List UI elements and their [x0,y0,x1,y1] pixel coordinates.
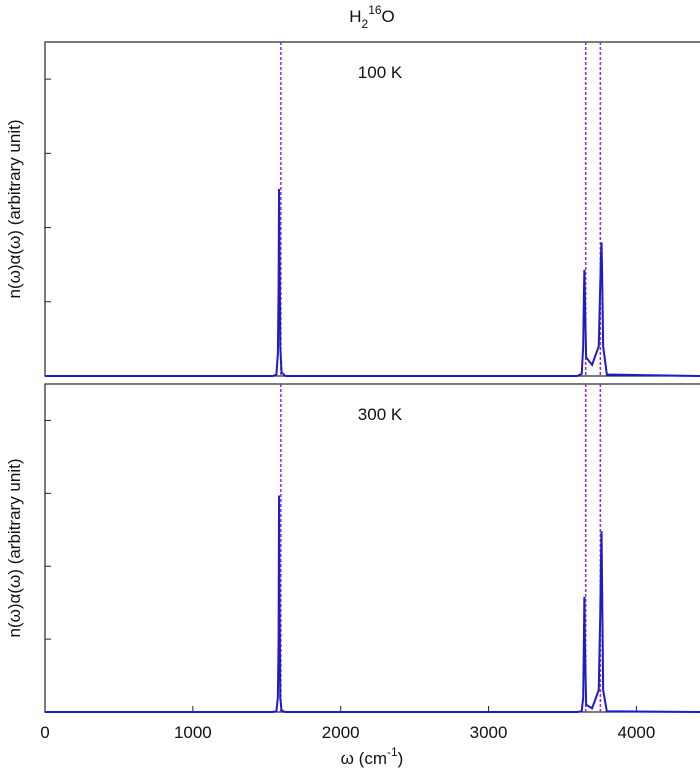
title-sub: 2 [362,17,369,31]
x-label-part: ω (cm [341,749,387,768]
panel-label: 100 K [358,63,403,82]
x-label-part: ) [398,749,404,768]
panel-label: 300 K [358,405,403,424]
title-part: H [349,7,361,26]
y-axis-label: n(ω)α(ω) (arbitrary unit) [5,459,24,638]
x-tick-label: 2000 [322,723,360,742]
x-tick-label: 4000 [618,723,656,742]
x-tick-label: 3000 [470,723,508,742]
title-sup: 16 [368,3,382,17]
chart-title: H216O [349,3,395,31]
x-tick-label: 0 [40,723,49,742]
title-part: O [382,7,395,26]
x-label-sup: -1 [387,745,398,759]
plot-frame [44,41,700,377]
y-axis-label: n(ω)α(ω) (arbitrary unit) [5,120,24,299]
spectrum-line [45,495,700,713]
x-tick-label: 1000 [174,723,212,742]
spectrum-line [45,188,700,377]
x-axis-label: ω (cm-1) [341,745,404,768]
